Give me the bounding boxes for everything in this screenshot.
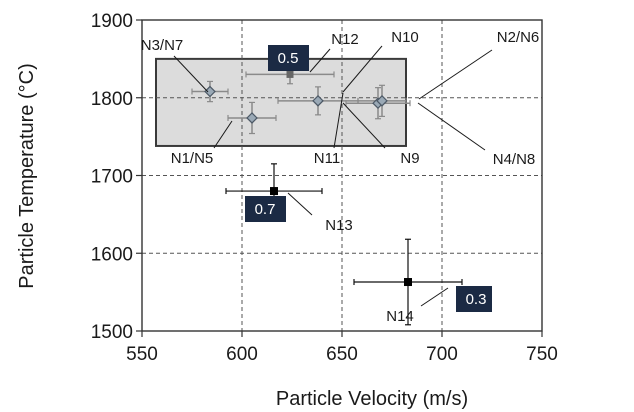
leader-line-n12 <box>309 48 331 73</box>
diamond-marker <box>312 95 324 107</box>
point-label-n1n5: N1/N5 <box>171 150 214 167</box>
grid-lines <box>142 20 542 331</box>
leader-lines <box>173 45 493 307</box>
leader-line-n3n7 <box>173 55 209 93</box>
square-marker <box>404 278 412 287</box>
leader-line-n2n6 <box>418 49 493 100</box>
leader-line-n4n8 <box>417 102 486 151</box>
point-labels: N3/N7 N1/N5 N12 N10 N11 N9 N2/N6 N4/N8 N… <box>141 29 540 325</box>
point-label-n10: N10 <box>391 29 419 46</box>
badge-0-5 <box>268 45 309 71</box>
point-label-n2n6: N2/N6 <box>497 29 540 46</box>
x-tick-label: 650 <box>326 344 358 365</box>
badge-0-3-text: 0.3 <box>466 291 487 308</box>
diamond-marker <box>246 112 258 124</box>
badge-0-7 <box>245 196 286 222</box>
diamond-marker <box>376 95 388 107</box>
point-label-n12: N12 <box>331 31 359 48</box>
point-label-n9: N9 <box>400 150 419 167</box>
y-axis-ticks: 1500 1600 1700 1800 1900 <box>91 11 142 343</box>
point-label-n4n8: N4/N8 <box>493 151 536 168</box>
y-tick-label: 1600 <box>91 244 133 265</box>
x-axis-label: Particle Velocity (m/s) <box>276 388 468 410</box>
point-label-n11: N11 <box>314 150 340 167</box>
point-label-n14: N14 <box>386 308 414 325</box>
x-axis-ticks: 550 600 650 700 750 <box>126 331 558 365</box>
value-badges: 0.5 0.7 0.3 <box>245 45 492 312</box>
y-tick-label: 1700 <box>91 167 133 188</box>
point-label-n3n7: N3/N7 <box>141 37 184 54</box>
square-marker <box>270 187 278 196</box>
y-axis-label: Particle Temperature (°C) <box>16 63 38 288</box>
highlight-region <box>155 57 407 147</box>
badge-0-7-text: 0.7 <box>255 201 276 218</box>
y-tick-label: 1500 <box>91 322 133 343</box>
leader-line-n9 <box>342 102 386 149</box>
point-label-n13: N13 <box>325 217 353 234</box>
badge-0-3 <box>456 286 492 312</box>
leader-line-n1n5 <box>213 120 233 149</box>
data-markers <box>204 70 412 287</box>
x-tick-label: 700 <box>426 344 458 365</box>
leader-line-n10 <box>342 45 383 93</box>
y-tick-label: 1800 <box>91 89 133 110</box>
square-marker <box>286 70 294 78</box>
badge-0-5-text: 0.5 <box>278 50 299 67</box>
leader-line-n13 <box>287 192 313 216</box>
x-tick-label: 750 <box>526 344 558 365</box>
x-tick-label: 550 <box>126 344 158 365</box>
leader-line-n11 <box>333 92 344 149</box>
x-tick-label: 600 <box>226 344 258 365</box>
leader-line-n14 <box>420 287 449 307</box>
y-tick-label: 1900 <box>91 11 133 32</box>
